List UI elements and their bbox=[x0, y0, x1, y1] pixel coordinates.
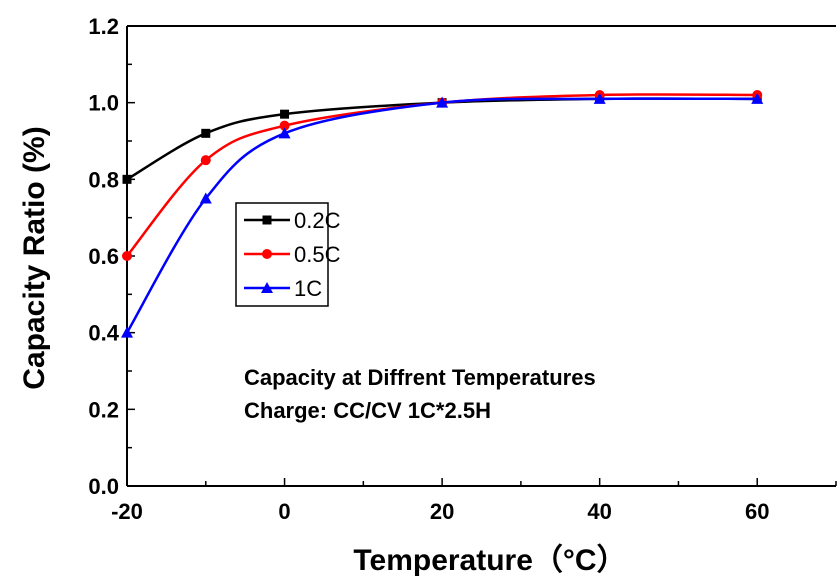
y-tick-label: 0.8 bbox=[88, 167, 119, 192]
x-tick-label: 60 bbox=[745, 499, 769, 524]
x-tick-label: 0 bbox=[278, 499, 290, 524]
x-tick-label: 40 bbox=[587, 499, 611, 524]
annotation-line-1: Capacity at Diffrent Temperatures bbox=[244, 365, 596, 390]
legend-label: 1C bbox=[294, 276, 322, 301]
y-tick-label: 0.0 bbox=[88, 474, 119, 499]
data-point bbox=[279, 120, 290, 131]
y-axis-title: Capacity Ratio (%) bbox=[18, 126, 51, 389]
data-point bbox=[593, 92, 606, 104]
series-line bbox=[125, 97, 758, 334]
legend-entry: 1C bbox=[244, 276, 322, 301]
y-tick-label: 0.2 bbox=[88, 397, 119, 422]
y-tick-label: 1.2 bbox=[88, 14, 119, 39]
data-point bbox=[436, 96, 449, 108]
x-tick-label: -20 bbox=[111, 499, 143, 524]
legend-entry: 0.2C bbox=[244, 208, 341, 233]
x-tick-label: 20 bbox=[430, 499, 454, 524]
data-point bbox=[751, 92, 764, 104]
legend-label: 0.5C bbox=[294, 242, 341, 267]
series-0.2c bbox=[122, 94, 762, 184]
series-1c bbox=[121, 92, 764, 338]
data-point bbox=[200, 155, 211, 166]
legend-marker bbox=[261, 282, 273, 293]
series-layer bbox=[121, 90, 764, 338]
series-line bbox=[126, 97, 758, 181]
series-line bbox=[126, 93, 758, 257]
y-tick-label: 0.6 bbox=[88, 244, 119, 269]
data-point bbox=[201, 128, 211, 138]
data-point bbox=[199, 192, 212, 204]
legend-label: 0.2C bbox=[294, 208, 341, 233]
data-point bbox=[122, 174, 132, 184]
data-point bbox=[121, 326, 133, 338]
x-axis-title: Temperature（°C） bbox=[353, 543, 626, 577]
series-0.5c bbox=[122, 90, 763, 261]
y-tick-label: 1.0 bbox=[88, 91, 119, 116]
legend-marker bbox=[262, 249, 272, 259]
legend: 0.2C 0.5C 1C bbox=[235, 202, 341, 307]
data-point bbox=[122, 251, 132, 261]
legend-marker bbox=[262, 215, 272, 225]
data-point bbox=[280, 109, 290, 119]
ticks: -20 0 20 40 60 0.0 0.2 0.4 0.6 0.8 1.0 1.2 bbox=[88, 14, 837, 524]
annotation-line-2: Charge: CC/CV 1C*2.5H bbox=[244, 398, 491, 423]
y-tick-label: 0.4 bbox=[88, 321, 119, 346]
data-point bbox=[278, 127, 291, 139]
legend-entry: 0.5C bbox=[244, 242, 341, 267]
